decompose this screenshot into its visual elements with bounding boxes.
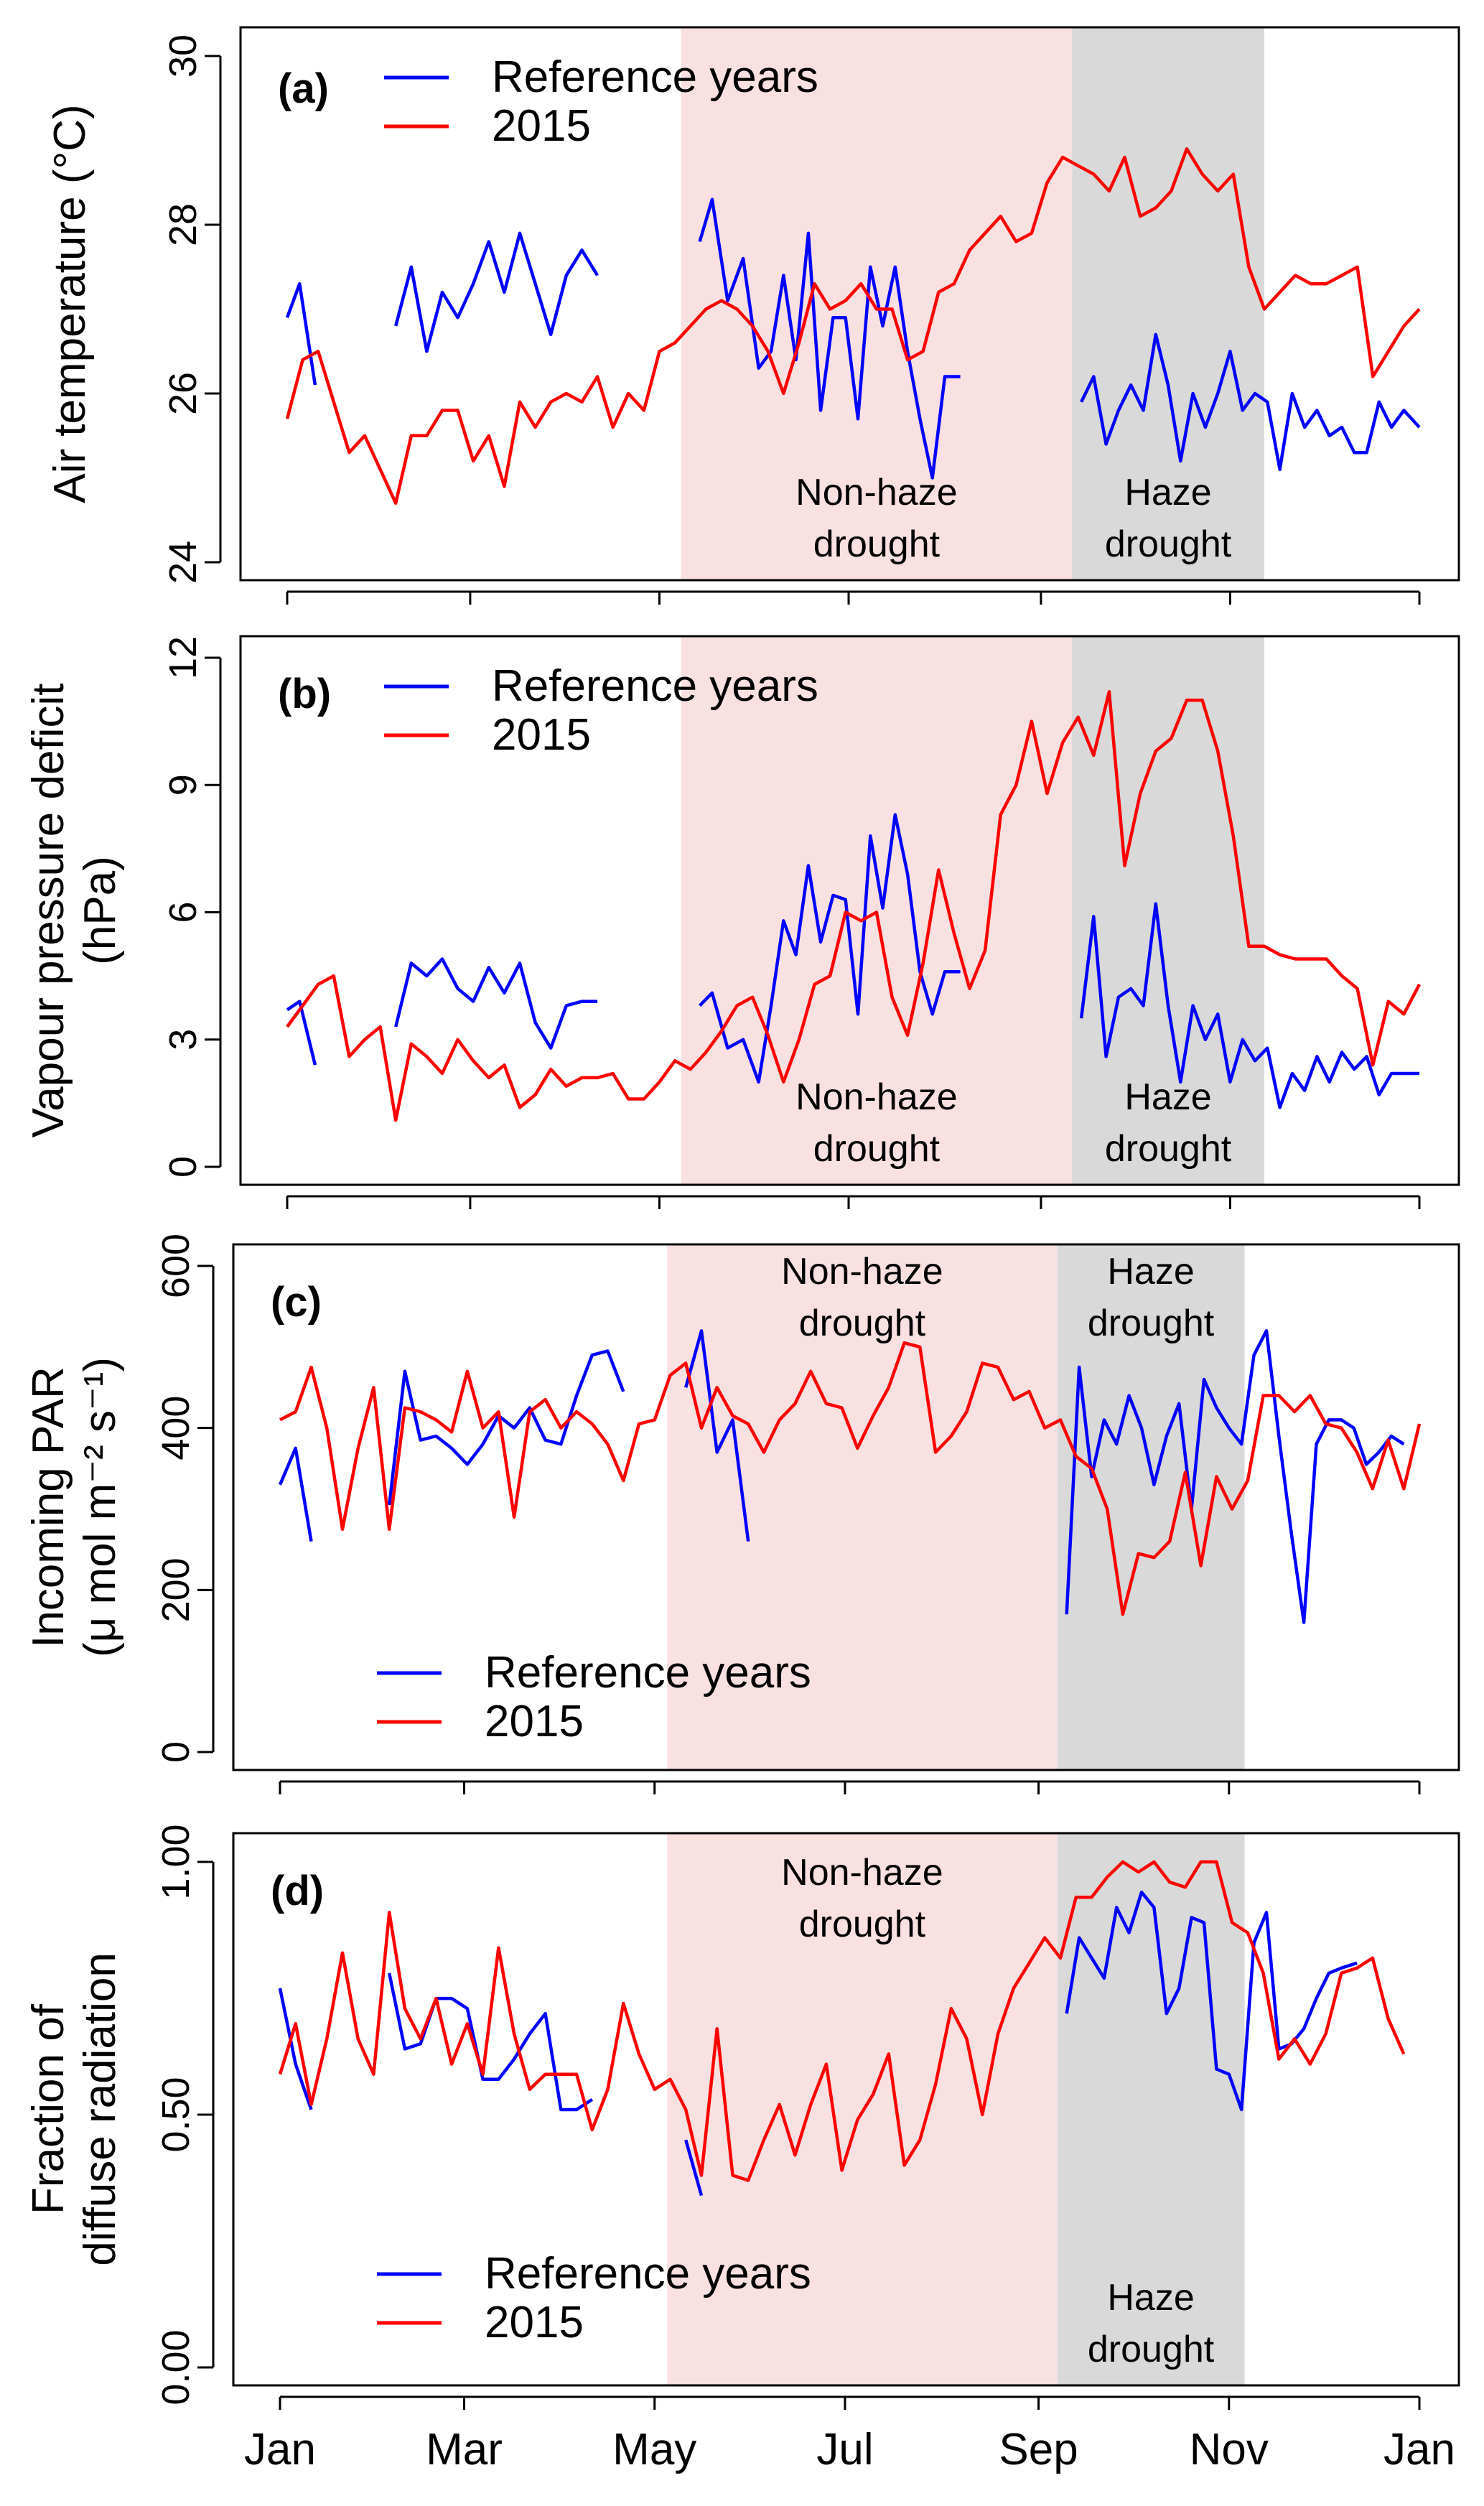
haze-drought-label-1-1: drought [1105, 1128, 1232, 1170]
x-tick-label-0: Jan [244, 2425, 316, 2474]
x-tick-label-6: Jan [1383, 2425, 1455, 2474]
legend-label-2015-0: 2015 [492, 101, 591, 151]
panel-label-3: (d) [271, 1868, 324, 1914]
y-tick-label-3-0: 0.00 [154, 2329, 197, 2405]
nonhaze-drought-shade-2 [667, 1244, 1058, 1770]
y-tick-label-2-0: 0 [154, 1741, 197, 1763]
series-reference-line-0-0 [285, 281, 317, 386]
x-tick-label-5: Nov [1190, 2425, 1269, 2474]
haze-drought-label-0-1: drought [1105, 523, 1232, 565]
nonhaze-drought-shade-1 [681, 636, 1073, 1185]
y-axis-title-2-0: Incoming PAR [24, 1366, 73, 1648]
haze-drought-label-3-1: drought [1088, 2329, 1215, 2370]
y-axis-title-1-0: Vapour pressure deficit [24, 684, 73, 1138]
plot-frame-2 [232, 1243, 1460, 1771]
y-axis-title-2-1: (μ mol m⁻² s⁻¹) [75, 1357, 125, 1657]
nonhaze-drought-label-2-0: Non-haze [781, 1251, 943, 1292]
series-2015-line-2-0 [279, 1341, 1422, 1616]
series-reference-line-3-0 [278, 1988, 313, 2110]
nonhaze-drought-label-0-0: Non-haze [795, 472, 957, 513]
haze-drought-label-3-0: Haze [1107, 2277, 1194, 2319]
y-axis-title-3-1: diffuse radiation [75, 1952, 125, 2266]
plot-frame-0 [239, 26, 1460, 582]
series-2015-line-1-0 [286, 690, 1421, 1122]
haze-drought-label-1-0: Haze [1124, 1076, 1211, 1118]
legend-label-2015-2: 2015 [485, 1697, 584, 1746]
series-reference-line-2-3 [1065, 1329, 1405, 1624]
y-tick-label-2-1: 200 [154, 1557, 197, 1622]
x-tick-label-2: May [612, 2425, 696, 2474]
plot-frame-1 [239, 635, 1460, 1186]
series-reference-line-3-3 [1065, 1890, 1358, 2112]
legend-label-reference-2: Reference years [485, 1648, 811, 1697]
y-tick-label-2-3: 600 [154, 1234, 197, 1298]
y-tick-label-1-4: 12 [162, 636, 205, 679]
series-2015-line-0-0 [285, 147, 1421, 506]
y-axis-title-3-0: Fraction of [24, 2003, 73, 2214]
haze-drought-shade-0 [1072, 27, 1264, 580]
haze-drought-shade-2 [1057, 1244, 1245, 1770]
haze-drought-label-2-0: Haze [1107, 1251, 1194, 1292]
y-tick-label-0-1: 26 [162, 372, 205, 415]
x-tick-label-3: Jul [816, 2425, 873, 2474]
y-tick-label-3-1: 0.50 [154, 2077, 197, 2152]
series-reference-line-1-0 [286, 1000, 317, 1066]
series-reference-line-1-1 [394, 957, 598, 1050]
y-tick-label-0-0: 24 [162, 541, 205, 584]
legend-label-2015-3: 2015 [485, 2298, 584, 2347]
series-reference-line-1-2 [698, 813, 961, 1084]
series-reference-line-2-1 [387, 1349, 625, 1506]
y-tick-label-2-2: 400 [154, 1396, 197, 1461]
series-reference-line-3-1 [387, 1972, 594, 2112]
y-axis-title-0-0: Air temperature (°C) [45, 104, 95, 503]
y-tick-label-1-0: 0 [162, 1156, 205, 1178]
nonhaze-drought-label-3-0: Non-haze [781, 1852, 943, 1894]
nonhaze-drought-label-1-0: Non-haze [795, 1076, 957, 1118]
legend-label-2015-1: 2015 [492, 710, 591, 760]
y-tick-label-3-2: 1.00 [154, 1824, 197, 1899]
nonhaze-drought-label-0-1: drought [813, 523, 941, 565]
panel-label-2: (c) [271, 1279, 322, 1326]
y-tick-label-1-1: 3 [162, 1029, 205, 1051]
series-reference-line-0-2 [698, 197, 961, 480]
haze-drought-shade-3 [1057, 1833, 1245, 2385]
panel-label-1: (b) [278, 671, 331, 717]
y-tick-label-0-3: 30 [162, 34, 205, 78]
y-tick-label-1-2: 6 [162, 901, 205, 923]
plot-frame-3 [232, 1832, 1460, 2387]
y-axis-title-1-1: (hPa) [75, 856, 125, 965]
nonhaze-drought-label-2-1: drought [799, 1303, 926, 1344]
nonhaze-drought-label-3-1: drought [799, 1904, 926, 1945]
legend-label-reference-3: Reference years [485, 2249, 811, 2298]
haze-drought-label-0-0: Haze [1124, 472, 1211, 513]
series-reference-line-2-2 [684, 1329, 750, 1542]
series-reference-line-0-1 [394, 231, 599, 353]
panel-label-0: (a) [278, 65, 329, 112]
series-2015-line-3-0 [278, 1860, 1406, 2182]
legend-label-reference-0: Reference years [492, 52, 818, 102]
x-tick-label-1: Mar [426, 2425, 503, 2474]
haze-drought-label-2-1: drought [1088, 1303, 1215, 1344]
series-reference-line-0-3 [1080, 332, 1421, 471]
legend-label-reference-1: Reference years [492, 661, 818, 711]
x-tick-label-4: Sep [999, 2425, 1078, 2474]
y-tick-label-0-2: 28 [162, 203, 205, 246]
nonhaze-drought-label-1-1: drought [813, 1128, 941, 1170]
series-reference-line-2-0 [278, 1446, 313, 1542]
series-reference-line-1-3 [1079, 902, 1419, 1109]
series-reference-line-3-2 [684, 2139, 704, 2197]
haze-drought-shade-1 [1072, 636, 1264, 1185]
y-tick-label-1-3: 9 [162, 774, 205, 796]
